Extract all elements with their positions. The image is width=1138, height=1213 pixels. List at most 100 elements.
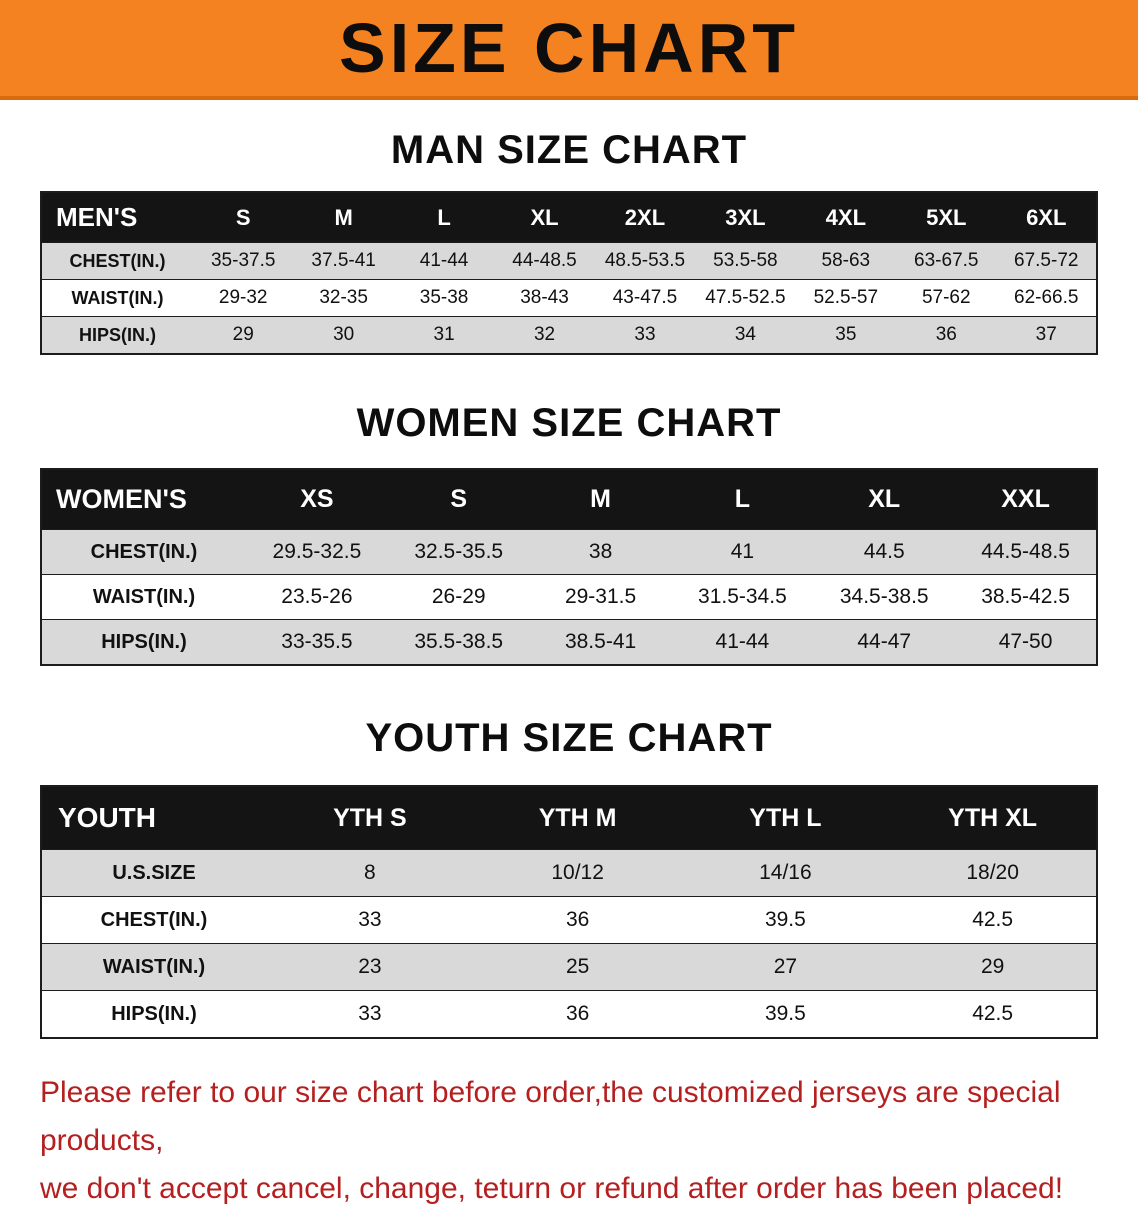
size-value-cell: 29-31.5 (564, 585, 637, 608)
size-value-cell: 38 (588, 540, 613, 563)
table-header-row: YOUTH YTH S YTH M YTH L YTH XL (41, 786, 1097, 850)
size-value-cell: 33 (634, 324, 656, 345)
measurement-row-label: U.S.SIZE (112, 861, 196, 884)
size-value-cell: 37.5-41 (311, 250, 376, 271)
size-value-cell: 52.5-57 (813, 287, 879, 308)
size-value-cell: 58-63 (821, 250, 871, 271)
table-row: CHEST(IN.) 35-37.5 37.5-41 41-44 44-48.5 48.5… (41, 242, 1097, 280)
table-row: WAIST(IN.) 29-32 32-35 35-38 38-43 43-47.5 47.… (41, 279, 1097, 317)
size-value-cell: 38.5-42.5 (981, 585, 1070, 608)
size-column-header: XXL (1001, 485, 1050, 513)
size-value-cell: 23 (358, 955, 382, 978)
size-column-header: XL (868, 485, 901, 513)
page-title: SIZE CHART (339, 9, 799, 87)
size-value-cell: 62-66.5 (1014, 287, 1079, 308)
table-row: U.S.SIZE 8 10/12 14/16 18/20 (41, 849, 1097, 897)
size-value-cell: 14/16 (759, 861, 812, 884)
size-column-header: XS (300, 485, 334, 513)
size-value-cell: 57-62 (921, 287, 971, 308)
size-value-cell: 44-47 (857, 630, 912, 653)
measurement-row-label: CHEST(IN.) (100, 908, 208, 931)
men-size-table: MEN'S S M L XL 2XL 3XL 4XL 5XL 6XL CHEST(IN.) 35-37… (40, 191, 1098, 355)
table-header-row: MEN'S S M L XL 2XL 3XL 4XL 5XL 6XL (41, 192, 1097, 243)
size-value-cell: 32 (533, 324, 556, 345)
women-section-heading: WOMEN SIZE CHART (356, 401, 782, 445)
size-value-cell: 36 (935, 324, 957, 345)
youth-size-table: YOUTH YTH S YTH M YTH L YTH XL U.S.SIZE 8 10/12… (40, 785, 1098, 1039)
size-value-cell: 63-67.5 (914, 250, 979, 271)
disclaimer-note: Please refer to our size chart before or… (40, 1069, 1100, 1213)
size-column-header: 2XL (624, 204, 666, 230)
size-value-cell: 23.5-26 (281, 585, 353, 608)
size-column-header: L (734, 485, 751, 513)
size-value-cell: 36 (565, 1002, 590, 1025)
size-column-header: S (235, 204, 251, 230)
table-row: CHEST(IN.) 29.5-32.5 32.5-35.5 38 41 44.5 44.5… (41, 529, 1097, 575)
size-value-cell: 41-44 (715, 630, 770, 653)
youth-section: YOUTH SIZE CHART YOUTH YTH S YTH M YTH L YTH… (0, 716, 1138, 1039)
women-size-table: WOMEN'S XS S M L XL XXL CHEST(IN.) 29.5-32.5 32.5… (40, 468, 1098, 666)
table-row: HIPS(IN.) 33 36 39.5 42.5 (41, 990, 1097, 1038)
measurement-row-label: CHEST(IN.) (69, 250, 166, 271)
size-value-cell: 47.5-52.5 (705, 287, 786, 308)
size-value-cell: 32.5-35.5 (414, 540, 504, 563)
size-value-cell: 18/20 (966, 861, 1019, 884)
measurement-row-label: HIPS(IN.) (111, 1002, 197, 1025)
size-value-cell: 27 (773, 955, 798, 978)
women-section: WOMEN SIZE CHART WOMEN'S XS S M L XL XXL CHEST(… (0, 401, 1138, 666)
size-value-cell: 48.5-53.5 (604, 250, 686, 271)
size-value-cell: 34 (734, 324, 756, 345)
table-row: CHEST(IN.) 33 36 39.5 42.5 (41, 896, 1097, 944)
size-value-cell: 43-47.5 (612, 287, 678, 308)
size-value-cell: 36 (565, 908, 590, 931)
size-value-cell: 42.5 (972, 1002, 1014, 1025)
size-value-cell: 35-37.5 (210, 250, 276, 271)
size-value-cell: 31.5-34.5 (698, 585, 787, 608)
size-value-cell: 41 (730, 540, 755, 563)
size-column-header: 3XL (725, 204, 766, 230)
size-column-header: YTH XL (948, 803, 1038, 832)
size-column-header: 4XL (825, 204, 867, 230)
size-value-cell: 44.5 (863, 540, 905, 563)
size-value-cell: 30 (333, 324, 355, 345)
size-value-cell: 31 (433, 324, 455, 345)
size-value-cell: 44-48.5 (512, 250, 577, 271)
size-value-cell: 35 (835, 324, 857, 345)
size-value-cell: 10/12 (551, 861, 604, 884)
table-group-label: YOUTH (58, 802, 156, 833)
size-column-header: M (590, 485, 611, 513)
men-section-heading: MAN SIZE CHART (390, 128, 748, 172)
size-value-cell: 67.5-72 (1014, 250, 1079, 271)
disclaimer-line-2: we don't accept cancel, change, teturn o… (40, 1172, 1064, 1205)
size-column-header: 6XL (1026, 204, 1067, 230)
size-column-header: YTH L (749, 803, 822, 832)
size-value-cell: 33 (358, 1002, 382, 1025)
size-value-cell: 53.5-58 (713, 250, 778, 271)
measurement-row-label: HIPS(IN.) (78, 324, 156, 345)
size-value-cell: 39.5 (764, 908, 806, 931)
size-value-cell: 33-35.5 (281, 630, 353, 653)
disclaimer-line-1: Please refer to our size chart before or… (40, 1076, 1061, 1157)
size-value-cell: 33 (358, 908, 382, 931)
table-group-label: WOMEN'S (56, 484, 187, 514)
size-value-cell: 47-50 (998, 630, 1053, 653)
size-column-header: L (437, 204, 451, 230)
measurement-row-label: WAIST(IN.) (102, 955, 206, 978)
size-value-cell: 35.5-38.5 (414, 630, 504, 653)
size-value-cell: 25 (565, 955, 590, 978)
size-column-header: M (334, 204, 353, 230)
size-value-cell: 41-44 (419, 250, 469, 271)
size-value-cell: 34.5-38.5 (839, 585, 929, 608)
size-value-cell: 38-43 (520, 287, 569, 308)
table-group-label: MEN'S (56, 202, 138, 232)
size-value-cell: 29 (980, 955, 1005, 978)
size-value-cell: 29.5-32.5 (272, 540, 362, 563)
size-value-cell: 29 (232, 324, 254, 345)
men-section: MAN SIZE CHART MEN'S S M L XL 2XL 3XL 4XL 5XL 6XL… (0, 128, 1138, 355)
size-value-cell: 32-35 (319, 287, 368, 308)
size-value-cell: 35-38 (419, 287, 469, 308)
size-value-cell: 29-32 (218, 287, 268, 308)
table-header-row: WOMEN'S XS S M L XL XXL (41, 469, 1097, 530)
size-column-header: YTH S (333, 803, 407, 832)
measurement-row-label: WAIST(IN.) (92, 585, 196, 608)
